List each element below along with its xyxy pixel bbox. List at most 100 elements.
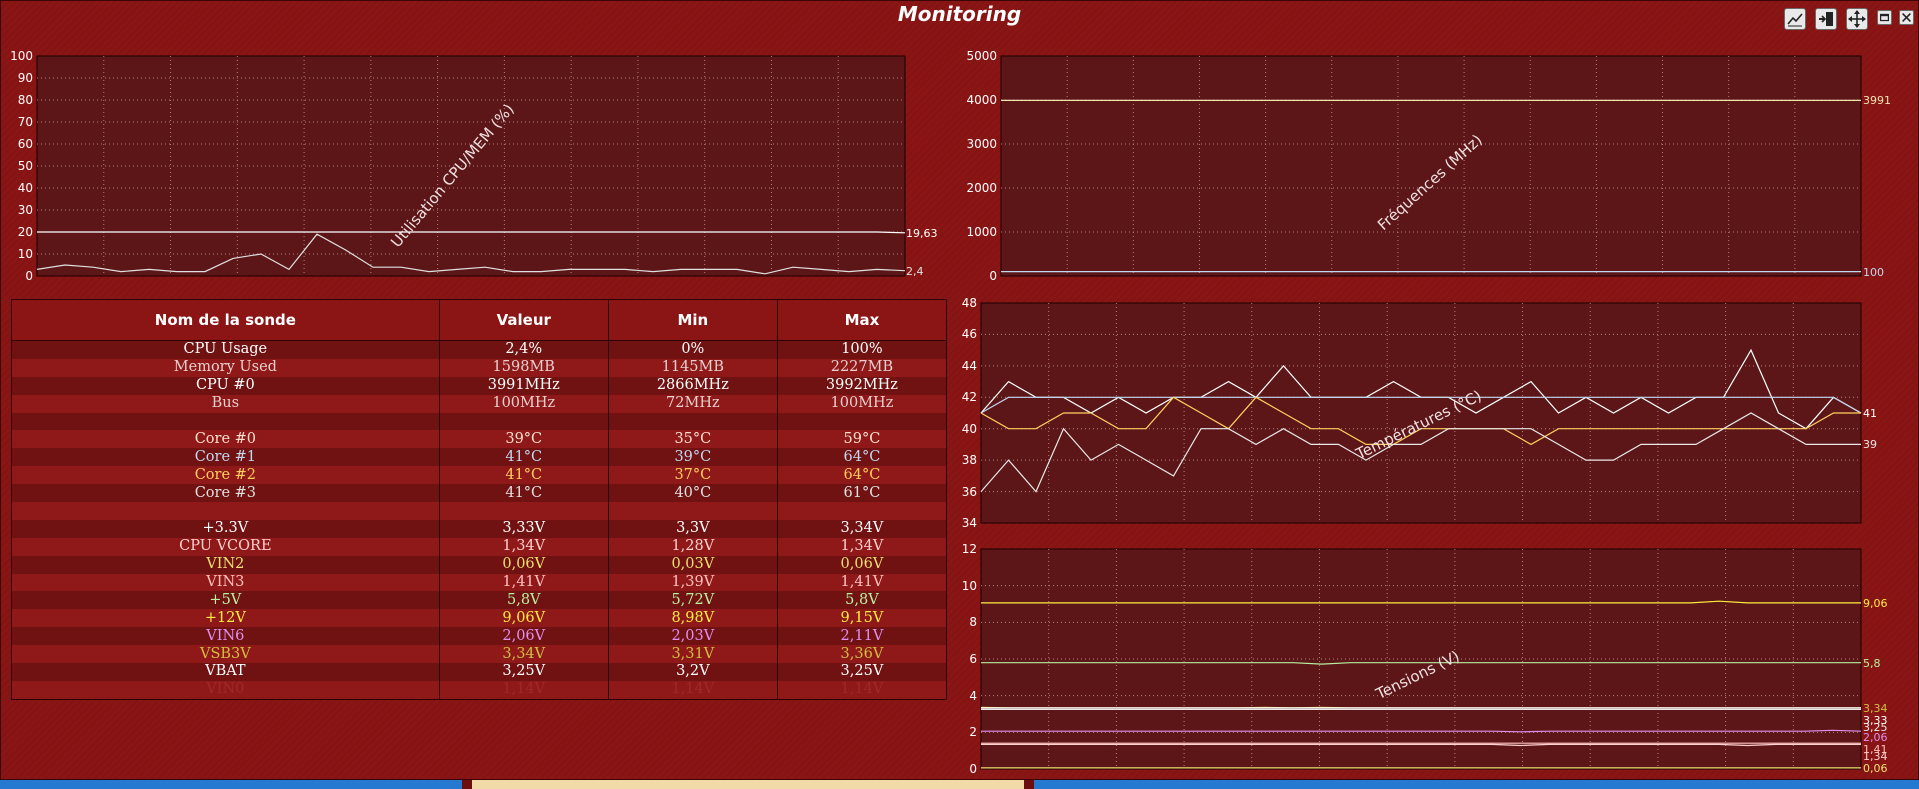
frequencies-chart xyxy=(1000,55,1862,277)
y-tick-label: 36 xyxy=(961,484,977,499)
col-header-max[interactable]: Max xyxy=(776,299,947,341)
series-end-label: 100 xyxy=(1863,265,1884,279)
cell-min: 0% xyxy=(607,340,778,359)
plot-area xyxy=(980,548,1862,770)
cell-min: 2866MHz xyxy=(607,376,778,395)
title-bar[interactable]: Monitoring xyxy=(1,1,1918,30)
cell-max: 100% xyxy=(776,340,947,359)
y-tick-label: 0 xyxy=(969,762,977,776)
cell-name: VIN3 xyxy=(11,573,440,592)
cell-min: 8,98V xyxy=(607,609,778,628)
cell-max: 64°C xyxy=(776,466,947,485)
y-tick-label: 38 xyxy=(961,453,977,468)
cell-min: 39°C xyxy=(607,448,778,467)
chart-view-button[interactable] xyxy=(1784,8,1806,30)
series-line xyxy=(981,662,1861,665)
cell-min: 3,31V xyxy=(607,645,778,664)
cell-max: 3,34V xyxy=(776,519,947,538)
move-button[interactable] xyxy=(1846,8,1868,30)
y-tick-label: 50 xyxy=(17,159,33,173)
cell-name: Core #0 xyxy=(11,430,440,449)
series-end-label: 0,06 xyxy=(1863,761,1888,775)
cell-min: 40°C xyxy=(607,484,778,503)
series-end-label: 3,33 xyxy=(1863,713,1888,727)
close-button[interactable] xyxy=(1899,10,1914,25)
table-header-row: Nom de la sonde Valeur Min Max xyxy=(11,299,947,341)
cell-value: 2,4% xyxy=(438,340,609,359)
table-row[interactable]: Memory Used 1598MB 1145MB 2227MB xyxy=(11,358,947,377)
restore-button[interactable] xyxy=(1877,10,1892,25)
window-title: Monitoring xyxy=(897,2,1022,26)
cell-name xyxy=(11,412,440,431)
cell-max xyxy=(776,412,947,431)
cell-value: 3,25V xyxy=(438,663,609,681)
cell-value: 1598MB xyxy=(438,358,609,377)
y-tick-label: 30 xyxy=(17,203,33,217)
cell-min: 3,3V xyxy=(607,519,778,538)
table-row[interactable]: CPU #0 3991MHz 2866MHz 3992MHz xyxy=(11,376,947,395)
table-row[interactable]: +3.3V 3,33V 3,3V 3,34V xyxy=(11,519,947,538)
series-end-label: 3,34 xyxy=(1863,701,1888,715)
table-row[interactable]: VIN3 1,41V 1,39V 1,41V xyxy=(11,573,947,592)
y-tick-label: 48 xyxy=(961,296,977,310)
cell-name: VBAT xyxy=(11,663,440,681)
y-tick-label: 60 xyxy=(17,137,33,151)
plot-background xyxy=(1000,55,1862,277)
table-row[interactable] xyxy=(11,502,947,520)
col-header-name[interactable]: Nom de la sonde xyxy=(11,299,440,341)
table-row[interactable]: CPU Usage 2,4% 0% 100% xyxy=(11,340,947,359)
plot-area xyxy=(36,55,906,277)
table-row[interactable]: Core #3 41°C 40°C 61°C xyxy=(11,484,947,503)
cell-value: 3991MHz xyxy=(438,376,609,395)
cell-max: 3992MHz xyxy=(776,376,947,395)
dock-panel-icon xyxy=(1819,12,1833,26)
table-row[interactable]: Core #0 39°C 35°C 59°C xyxy=(11,430,947,449)
table-row[interactable]: VIN6 2,06V 2,03V 2,11V xyxy=(11,627,947,646)
cell-name: CPU Usage xyxy=(11,340,440,359)
cell-max: 59°C xyxy=(776,430,947,449)
table-row[interactable]: +12V 9,06V 8,98V 9,15V xyxy=(11,609,947,628)
table-row[interactable]: Bus 100MHz 72MHz 100MHz xyxy=(11,394,947,413)
table-row[interactable]: VSB3V 3,34V 3,31V 3,36V xyxy=(11,645,947,664)
series-end-label: 2,4 xyxy=(906,264,924,278)
y-tick-label: 40 xyxy=(17,181,33,195)
y-tick-label: 12 xyxy=(961,542,977,556)
y-tick-label: 4000 xyxy=(966,93,997,107)
cell-value: 3,34V xyxy=(438,645,609,664)
cell-max: 9,15V xyxy=(776,609,947,628)
voltages-chart xyxy=(980,548,1862,770)
cell-max: 2,11V xyxy=(776,627,947,646)
table-row[interactable]: Core #2 41°C 37°C 64°C xyxy=(11,466,947,485)
table-row[interactable] xyxy=(11,412,947,431)
col-header-value[interactable]: Valeur xyxy=(438,299,609,341)
cpu-mem-usage-chart xyxy=(36,55,906,277)
table-row[interactable]: Core #1 41°C 39°C 64°C xyxy=(11,448,947,467)
series-end-label: 19,63 xyxy=(906,226,938,240)
y-tick-label: 44 xyxy=(961,358,977,373)
y-tick-label: 10 xyxy=(17,247,33,261)
close-icon xyxy=(1902,13,1911,22)
cell-min: 72MHz xyxy=(607,394,778,413)
taskbar-window-item[interactable] xyxy=(462,780,1034,789)
table-row[interactable]: CPU VCORE 1,34V 1,28V 1,34V xyxy=(11,537,947,556)
cell-name: Core #3 xyxy=(11,484,440,503)
cell-value: 100MHz xyxy=(438,394,609,413)
cell-value: 2,06V xyxy=(438,627,609,646)
cell-value: 41°C xyxy=(438,484,609,503)
table-row[interactable]: +5V 5,8V 5,72V 5,8V xyxy=(11,591,947,610)
y-tick-label: 90 xyxy=(17,71,33,85)
y-tick-label: 10 xyxy=(961,578,977,593)
y-tick-label: 100 xyxy=(10,49,33,63)
y-tick-label: 5000 xyxy=(966,49,997,63)
series-line xyxy=(36,233,906,275)
dock-panel-button[interactable] xyxy=(1815,8,1837,30)
cell-name: Core #2 xyxy=(11,466,440,485)
move-arrows-icon xyxy=(1848,10,1866,28)
table-row[interactable]: VBAT 3,25V 3,2V 3,25V xyxy=(11,663,947,681)
cell-value: 0,06V xyxy=(438,555,609,574)
table-row[interactable]: VIN2 0,06V 0,03V 0,06V xyxy=(11,555,947,574)
y-tick-label: 2000 xyxy=(966,181,997,195)
table-row[interactable]: VIN0 1,14V 1,14V 1,14V xyxy=(11,680,947,700)
cell-value: 41°C xyxy=(438,466,609,485)
col-header-min[interactable]: Min xyxy=(607,299,778,341)
